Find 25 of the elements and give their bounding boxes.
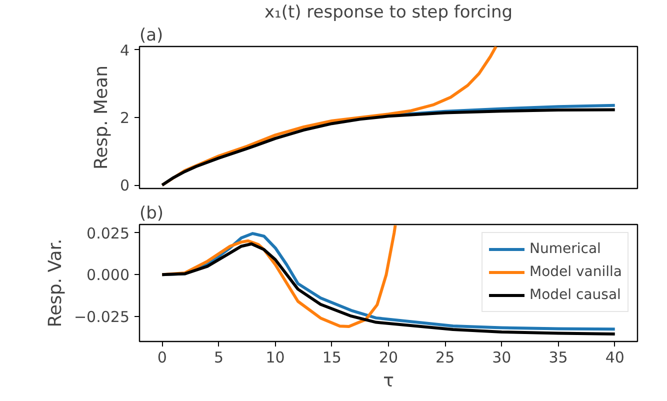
y-axis-title: Resp. Mean: [90, 65, 112, 170]
y-tick-label: 0.025: [86, 224, 130, 242]
y-tick-label: −0.025: [74, 308, 130, 326]
y-axis-title: Resp. Var.: [44, 238, 66, 328]
text: (a): [140, 26, 164, 46]
legend-label: Model causal: [530, 287, 621, 303]
chart-title: x₁(t) response to step forcing: [264, 2, 513, 22]
x-tick-label: 10: [266, 348, 285, 366]
line-series: [160, 108, 616, 187]
y-tick-label: 2: [120, 109, 130, 127]
y-tick-label: 0.000: [86, 266, 130, 284]
y-tick-label: 0: [120, 176, 130, 195]
x-tick-label: 35: [548, 348, 568, 366]
x-tick-label: 0: [157, 348, 167, 366]
x-axis-title: τ: [383, 370, 394, 392]
legend-label: Numerical: [530, 241, 601, 257]
legend-label: Model vanilla: [530, 264, 622, 280]
x-tick-label: 25: [436, 348, 455, 366]
x-tick-label: 15: [322, 348, 342, 366]
x-tick-label: 20: [378, 348, 398, 366]
text: (b): [140, 204, 164, 224]
x-tick-label: 5: [214, 348, 224, 366]
x-tick-label: 30: [492, 348, 512, 366]
y-tick-label: 4: [120, 41, 130, 60]
x-tick-label: 40: [605, 348, 624, 366]
